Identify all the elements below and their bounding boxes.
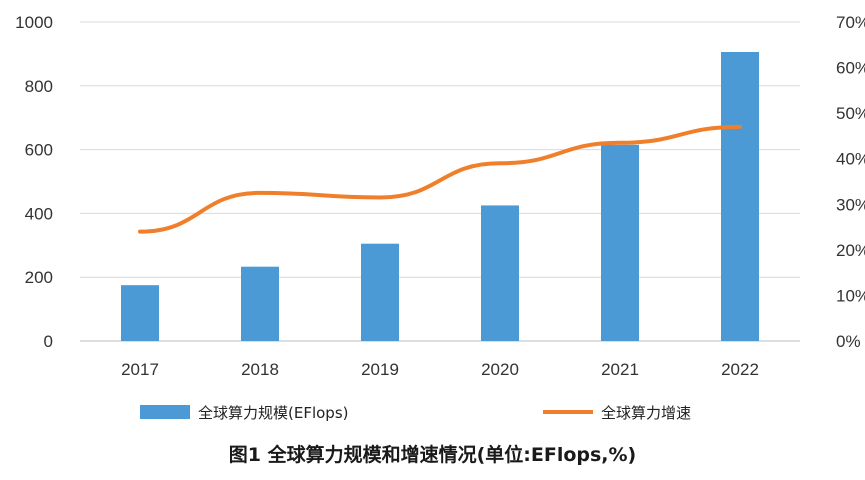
y-right-tick-label: 20% [836,241,865,260]
x-tick-label: 2022 [721,360,759,379]
y-right-tick-label: 70% [836,13,865,32]
combo-chart: 0 200 400 600 800 1000 0% 10% 20% 30% 40% 50% 60% 70%… [15,13,865,422]
y-right-tick-label: 60% [836,59,865,78]
bar [241,266,279,341]
y-right-tick-label: 50% [836,104,865,123]
legend-swatch-bar [140,405,190,419]
y-right-tick-label: 40% [836,150,865,169]
x-tick-label: 2021 [601,360,639,379]
y-left-tick-label: 200 [25,268,53,287]
x-tick-label: 2017 [121,360,159,379]
y-left-tick-label: 0 [44,332,53,351]
y-left-tick-label: 600 [25,141,53,160]
figure-caption: 图1 全球算力规模和增速情况(单位:EFlops,%) [228,444,637,466]
y-right-tick-label: 10% [836,286,865,305]
legend-label-line: 全球算力增速 [601,404,691,422]
y-right-tick-label: 30% [836,195,865,214]
y-left-tick-label: 1000 [15,13,53,32]
legend-label-bar: 全球算力规模(EFlops) [198,404,349,422]
x-tick-label: 2019 [361,360,399,379]
bar [361,243,399,341]
y-left-tick-label: 400 [25,204,53,223]
x-tick-label: 2018 [241,360,279,379]
bar [121,285,159,341]
bar [721,51,759,342]
y-right-tick-label: 0% [836,332,861,351]
y-left-tick-label: 800 [25,77,53,96]
x-tick-label: 2020 [481,360,519,379]
bar [481,205,519,341]
growth-line [138,124,742,234]
bar [601,144,639,341]
